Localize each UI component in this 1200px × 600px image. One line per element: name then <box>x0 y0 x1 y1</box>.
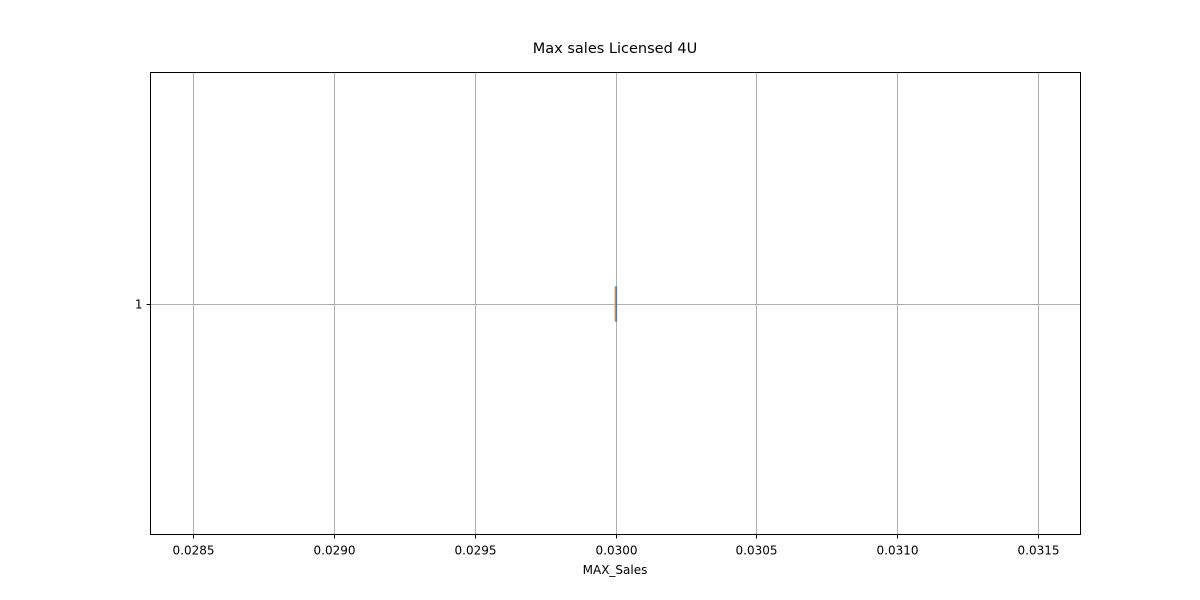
x-tick-label: 0.0300 <box>596 544 638 558</box>
x-tick-label: 0.0305 <box>736 544 778 558</box>
x-axis-ticks: 0.0285 0.0290 0.0295 0.0300 0.0305 0.0310 0.03… <box>173 534 1060 558</box>
y-axis-ticks: 1 <box>135 298 151 312</box>
x-tick-label: 0.0285 <box>173 544 215 558</box>
grid-layer <box>150 72 1081 535</box>
x-axis-label: MAX_Sales <box>583 563 648 577</box>
x-tick-label: 0.0290 <box>314 544 356 558</box>
x-tick-label: 0.0295 <box>455 544 497 558</box>
y-tick-label: 1 <box>135 298 143 312</box>
plot-frame <box>150 72 1081 535</box>
x-tick-label: 0.0315 <box>1018 544 1060 558</box>
chart-title: Max sales Licensed 4U <box>533 41 697 57</box>
x-tick-label: 0.0310 <box>877 544 919 558</box>
box-layer <box>614 286 618 322</box>
